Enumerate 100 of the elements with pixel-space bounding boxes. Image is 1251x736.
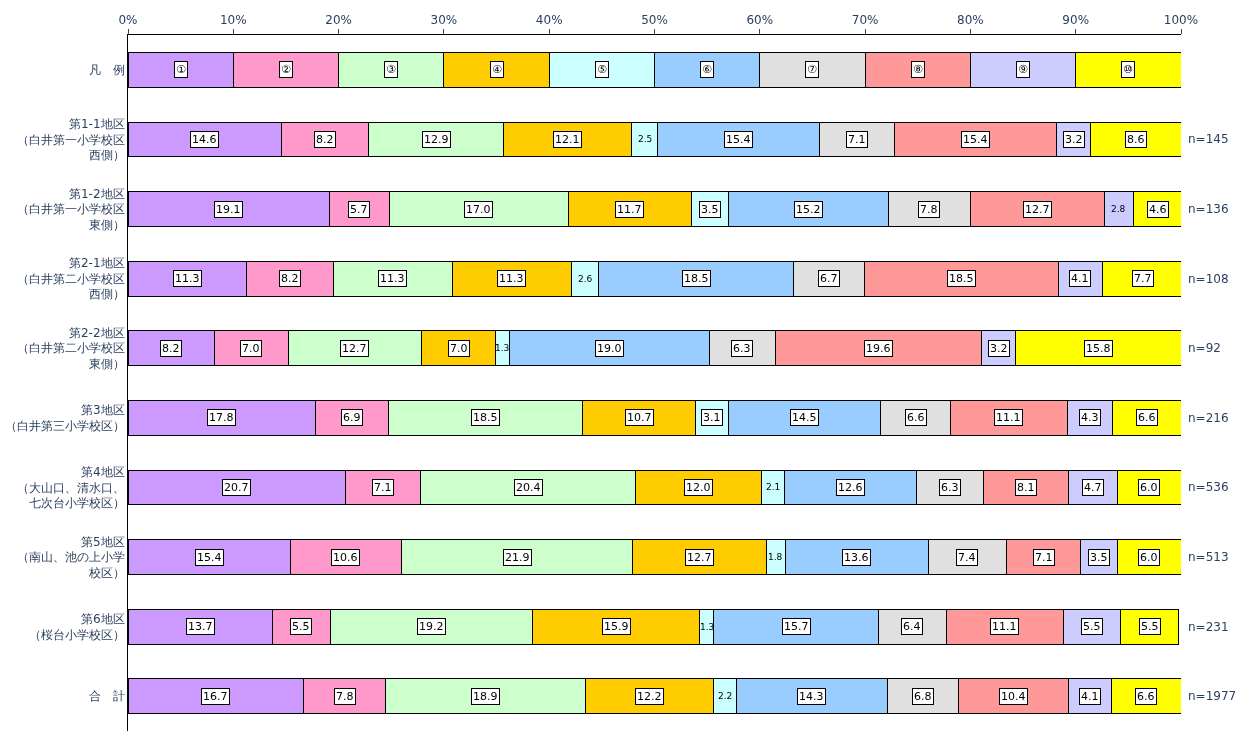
data-label: 20.7 xyxy=(224,481,249,494)
data-label: 3.2 xyxy=(1065,133,1083,146)
data-label: 15.7 xyxy=(784,620,809,633)
data-label: 7.7 xyxy=(1134,272,1152,285)
x-tick-label: 70% xyxy=(851,13,879,28)
data-label: 11.7 xyxy=(617,203,642,216)
y-tick-label: 第2-2地区（白井第二小学校区東側） xyxy=(16,325,125,371)
data-label: 20.4 xyxy=(516,481,541,494)
data-label: 7.8 xyxy=(336,690,354,703)
data-label: 17.8 xyxy=(209,411,234,424)
data-label: 4.3 xyxy=(1081,411,1099,424)
data-label: 5.7 xyxy=(350,203,368,216)
data-label: 6.3 xyxy=(733,342,751,355)
data-label: 6.6 xyxy=(907,411,925,424)
data-label: 15.8 xyxy=(1086,342,1111,355)
data-label: 13.6 xyxy=(844,551,869,564)
data-label: 6.7 xyxy=(820,272,838,285)
data-label: 6.9 xyxy=(343,411,361,424)
data-label: 6.6 xyxy=(1137,690,1155,703)
data-label: 6.3 xyxy=(941,481,959,494)
data-label: 5.5 xyxy=(1083,620,1101,633)
data-label: ⑤ xyxy=(597,63,607,76)
data-label: 11.3 xyxy=(499,272,524,285)
data-label: 11.3 xyxy=(380,272,405,285)
data-label: 14.3 xyxy=(799,690,824,703)
data-label: 7.0 xyxy=(242,342,260,355)
data-label: 14.6 xyxy=(192,133,217,146)
data-label: 6.8 xyxy=(914,690,932,703)
data-label: 4.7 xyxy=(1084,481,1102,494)
data-label: 12.2 xyxy=(637,690,662,703)
text: n=536 xyxy=(1188,480,1229,494)
data-label: ③ xyxy=(386,63,396,76)
data-label: 4.1 xyxy=(1071,272,1089,285)
data-label: 17.0 xyxy=(466,203,491,216)
text: n=136 xyxy=(1188,202,1229,216)
data-label: 10.4 xyxy=(1001,690,1026,703)
data-label: 2.5 xyxy=(638,134,653,144)
data-label: 19.6 xyxy=(866,342,891,355)
data-label: 8.1 xyxy=(1017,481,1035,494)
data-label: ④ xyxy=(492,63,502,76)
data-label: 1.3 xyxy=(495,343,510,353)
data-label: 15.4 xyxy=(197,551,222,564)
data-label: ① xyxy=(176,63,186,76)
data-label: 13.7 xyxy=(188,620,213,633)
data-label: 12.7 xyxy=(342,342,367,355)
x-tick-label: 40% xyxy=(535,13,563,28)
data-label: 1.8 xyxy=(768,552,783,562)
data-label: 3.1 xyxy=(703,411,721,424)
x-tick-label: 30% xyxy=(430,13,458,28)
y-tick-label: 第6地区（桜台小学校区） xyxy=(28,612,125,642)
y-tick-label: 凡 例 xyxy=(88,63,125,77)
data-label: 12.9 xyxy=(424,133,449,146)
data-label: 6.4 xyxy=(903,620,921,633)
data-label: 1.3 xyxy=(700,622,715,632)
data-label: 3.2 xyxy=(990,342,1008,355)
y-tick-label: 合 計 xyxy=(88,689,125,704)
data-label: 4.1 xyxy=(1081,690,1099,703)
data-label: 7.0 xyxy=(450,342,468,355)
data-label: 2.6 xyxy=(578,274,593,284)
data-label: 11.1 xyxy=(992,620,1017,633)
data-label: 6.0 xyxy=(1140,551,1158,564)
data-label: 16.7 xyxy=(203,690,228,703)
data-label: 7.4 xyxy=(958,551,976,564)
data-label: 5.5 xyxy=(1141,620,1159,633)
data-label: 12.0 xyxy=(686,481,711,494)
data-label: ⑧ xyxy=(913,63,923,76)
data-label: 8.2 xyxy=(162,342,180,355)
data-label: ② xyxy=(281,63,291,76)
data-label: 11.1 xyxy=(996,411,1021,424)
data-label: 11.3 xyxy=(175,272,200,285)
data-label: 19.1 xyxy=(216,203,241,216)
data-label: 8.6 xyxy=(1127,133,1145,146)
text: n=108 xyxy=(1188,272,1229,286)
text: n=1977 xyxy=(1188,689,1237,703)
data-label: 18.9 xyxy=(473,690,498,703)
text: n=145 xyxy=(1188,132,1229,146)
data-label: 3.5 xyxy=(1090,551,1108,564)
data-label: ⑩ xyxy=(1123,63,1133,76)
data-label: 6.0 xyxy=(1140,481,1158,494)
data-label: 10.7 xyxy=(627,411,652,424)
data-label: 8.2 xyxy=(316,133,334,146)
data-label: 7.1 xyxy=(1035,551,1053,564)
x-tick-label: 0% xyxy=(118,13,138,28)
data-label: 7.1 xyxy=(848,133,866,146)
y-tick-label: 第1-2地区（白井第一小学校区東側） xyxy=(16,186,125,232)
data-label: 12.7 xyxy=(1025,203,1050,216)
data-label: 12.6 xyxy=(838,481,863,494)
data-label: 7.1 xyxy=(374,481,392,494)
data-label: 19.0 xyxy=(597,342,622,355)
data-label: 19.2 xyxy=(419,620,444,633)
text: n=216 xyxy=(1188,411,1229,425)
data-label: 14.5 xyxy=(792,411,817,424)
data-label: 3.5 xyxy=(701,203,719,216)
data-label: 8.2 xyxy=(281,272,299,285)
x-tick-label: 20% xyxy=(325,13,352,28)
data-label: 15.9 xyxy=(604,620,629,633)
y-tick-label: 第3地区（白井第三小学校区） xyxy=(4,403,125,433)
data-label: 6.6 xyxy=(1138,411,1156,424)
text: n=92 xyxy=(1188,341,1221,355)
data-label: ⑥ xyxy=(702,63,712,76)
